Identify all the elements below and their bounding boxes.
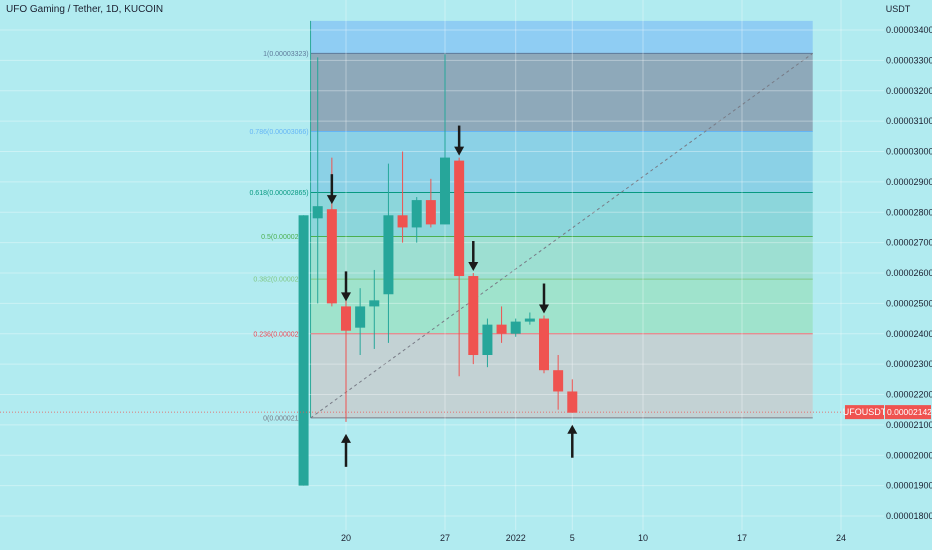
fib-zone-4 [310, 279, 813, 334]
price-axis-unit: USDT [886, 4, 911, 14]
candle-body-6 [383, 215, 394, 295]
fib-label-5: 0.236(0.0000240) [253, 331, 308, 338]
arrow-down-icon-0 [326, 195, 337, 205]
arrow-down-icon-2 [454, 146, 465, 156]
time-tick-label-3: 5 [570, 533, 575, 543]
fib-label-3: 0.5(0.0000272) [261, 234, 308, 241]
candle-body-2 [326, 209, 337, 304]
time-tick-label-1: 27 [440, 533, 450, 543]
fib-label-6: 0(0.00002123) [263, 415, 309, 422]
fib-zone-3 [310, 236, 813, 280]
candle-body-9 [425, 200, 436, 225]
price-tick-label-6: 0.00002800 [886, 207, 932, 217]
arrow-down-icon-1 [341, 292, 351, 302]
candle-body-15 [510, 321, 521, 334]
fib-zone-1 [310, 131, 813, 193]
price-tick-label-10: 0.00002400 [886, 329, 932, 339]
time-tick-label-4: 10 [638, 533, 648, 543]
fib-zone-top [310, 20, 813, 54]
time-tick-label-5: 17 [737, 533, 747, 543]
arrow-up-icon-6 [567, 424, 578, 434]
price-axis[interactable]: USDT 0.00003400 0.00003300 0.00003200 0.000… [886, 4, 932, 521]
last-price-tag: UFOUSDT 0.00002142 [0, 405, 932, 420]
annotation-arrows-layer [326, 125, 578, 467]
candle-body-13 [482, 324, 493, 356]
grid-layer [0, 0, 884, 530]
time-tick-label-0: 20 [341, 533, 351, 543]
symbol-tag-bg [845, 405, 884, 420]
price-tick-label-4: 0.00003000 [886, 147, 932, 157]
time-axis[interactable]: 20 27 2022 5 10 17 24 [341, 533, 846, 543]
chart-header-title: UFO Gaming / Tether, 1D, KUCOIN [6, 4, 164, 15]
price-tick-label-12: 0.00002200 [886, 390, 932, 400]
fib-retracement-layer: 1(0.00003323) 0.786(0.00003066) 0.618(0.00… [249, 20, 814, 422]
symbol-tag-label: UFOUSDT [843, 407, 887, 417]
price-tick-label-5: 0.00002900 [886, 177, 932, 187]
candle-body-4 [355, 306, 366, 328]
candle-body-7 [397, 215, 408, 228]
price-tick-label-8: 0.00002600 [886, 268, 932, 278]
fib-zone-2 [310, 192, 813, 237]
arrow-down-icon-4 [539, 304, 549, 314]
candle-body-8 [411, 200, 422, 228]
fib-label-2: 0.618(0.00002865) [249, 190, 308, 197]
fib-label-1: 0.786(0.00003066) [249, 129, 308, 136]
fib-zone-0 [310, 53, 813, 132]
candle-body-3 [341, 306, 351, 331]
candle-body-0 [298, 215, 309, 486]
candle-body-19 [567, 391, 578, 413]
candle-body-18 [553, 370, 564, 392]
candle-body-1 [312, 206, 323, 219]
candle-body-17 [539, 318, 549, 371]
price-tick-label-14: 0.00002000 [886, 450, 932, 460]
price-tick-label-7: 0.00002700 [886, 238, 932, 248]
candles-layer [298, 54, 578, 486]
price-tick-label-13: 0.00002100 [886, 420, 932, 430]
price-tick-label-11: 0.00002300 [886, 359, 932, 369]
price-tick-label-3: 0.00003100 [886, 116, 932, 126]
price-tick-label-15: 0.00001900 [886, 481, 932, 491]
candle-body-16 [524, 318, 535, 322]
price-tick-label-0: 0.00003400 [886, 25, 932, 35]
candle-body-14 [496, 324, 507, 334]
candle-body-12 [468, 276, 479, 356]
price-tick-label-9: 0.00002500 [886, 298, 932, 308]
time-tick-label-6: 24 [836, 533, 846, 543]
arrow-up-icon-5 [341, 433, 351, 443]
price-tick-label-1: 0.00003300 [886, 55, 932, 65]
time-tick-label-2: 2022 [506, 533, 526, 543]
candle-body-11 [454, 160, 465, 277]
fib-label-0: 1(0.00003323) [263, 51, 309, 58]
candle-body-5 [369, 300, 380, 307]
price-tick-label-16: 0.00001800 [886, 511, 932, 521]
price-tick-label-2: 0.00003200 [886, 86, 932, 96]
candle-body-10 [440, 157, 450, 225]
price-tag-value: 0.00002142 [887, 407, 932, 417]
fib-trend-line [310, 52, 814, 419]
fib-label-4: 0.382(0.0000258) [253, 277, 308, 284]
arrow-down-icon-3 [468, 262, 479, 271]
price-tag-bg [885, 405, 931, 420]
